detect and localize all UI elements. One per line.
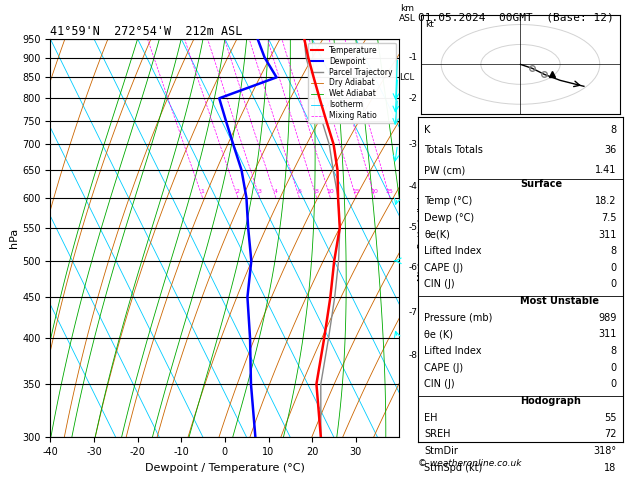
Text: 989: 989	[598, 313, 616, 323]
Text: CAPE (J): CAPE (J)	[425, 262, 464, 273]
Text: km
ASL: km ASL	[399, 3, 416, 23]
Text: 3: 3	[258, 189, 262, 194]
Text: -8: -8	[409, 351, 418, 360]
Text: 8: 8	[611, 346, 616, 356]
Text: 7.5: 7.5	[601, 213, 616, 223]
Text: -6: -6	[409, 263, 418, 272]
Text: PW (cm): PW (cm)	[425, 165, 465, 175]
Text: 2: 2	[236, 189, 240, 194]
Text: -3: -3	[409, 140, 418, 149]
Text: Lifted Index: Lifted Index	[425, 246, 482, 256]
Text: Hodograph: Hodograph	[521, 396, 581, 406]
Text: -2: -2	[409, 94, 418, 103]
Text: 10: 10	[326, 189, 334, 194]
Text: SREH: SREH	[425, 430, 451, 439]
Text: Lifted Index: Lifted Index	[425, 346, 482, 356]
Text: 311: 311	[598, 330, 616, 340]
Text: 311: 311	[598, 229, 616, 240]
Text: 18.2: 18.2	[595, 196, 616, 207]
Legend: Temperature, Dewpoint, Parcel Trajectory, Dry Adiabat, Wet Adiabat, Isotherm, Mi: Temperature, Dewpoint, Parcel Trajectory…	[308, 43, 396, 123]
Text: CIN (J): CIN (J)	[425, 279, 455, 289]
Text: 0: 0	[611, 363, 616, 373]
Text: 0: 0	[611, 262, 616, 273]
Text: 20: 20	[371, 189, 379, 194]
Text: 55: 55	[604, 413, 616, 423]
Text: Most Unstable: Most Unstable	[521, 296, 599, 306]
Text: 41°59'N  272°54'W  212m ASL: 41°59'N 272°54'W 212m ASL	[50, 25, 243, 38]
Text: θe(K): θe(K)	[425, 229, 450, 240]
Text: -7: -7	[409, 309, 418, 317]
Text: 0: 0	[611, 279, 616, 289]
Text: CIN (J): CIN (J)	[425, 379, 455, 389]
Text: -5: -5	[409, 224, 418, 232]
Text: Surface: Surface	[521, 179, 562, 189]
Text: 8: 8	[314, 189, 318, 194]
Text: 72: 72	[604, 430, 616, 439]
Text: StmSpd (kt): StmSpd (kt)	[425, 463, 482, 472]
Text: 318°: 318°	[593, 446, 616, 456]
Text: 8: 8	[611, 125, 616, 135]
Text: 8: 8	[611, 246, 616, 256]
Text: 36: 36	[604, 145, 616, 155]
Text: LCL: LCL	[399, 73, 415, 82]
Text: 15: 15	[352, 189, 360, 194]
Text: 01.05.2024  00GMT  (Base: 12): 01.05.2024 00GMT (Base: 12)	[418, 12, 614, 22]
Text: Totals Totals: Totals Totals	[425, 145, 483, 155]
Text: 1.41: 1.41	[595, 165, 616, 175]
Text: Dewp (°C): Dewp (°C)	[425, 213, 474, 223]
Text: 6: 6	[298, 189, 301, 194]
Y-axis label: hPa: hPa	[9, 228, 19, 248]
Text: StmDir: StmDir	[425, 446, 459, 456]
X-axis label: Dewpoint / Temperature (°C): Dewpoint / Temperature (°C)	[145, 463, 305, 473]
Text: Temp (°C): Temp (°C)	[425, 196, 472, 207]
Text: EH: EH	[425, 413, 438, 423]
Text: 25: 25	[386, 189, 394, 194]
Text: 18: 18	[604, 463, 616, 472]
Text: -4: -4	[409, 182, 418, 191]
Text: © weatheronline.co.uk: © weatheronline.co.uk	[418, 459, 522, 469]
Text: -1: -1	[409, 53, 418, 62]
Text: 0: 0	[611, 379, 616, 389]
Text: 1: 1	[201, 189, 204, 194]
Text: kt: kt	[425, 19, 434, 29]
Text: θe (K): θe (K)	[425, 330, 454, 340]
Text: K: K	[425, 125, 431, 135]
Text: Mixing Ratio (g/kg): Mixing Ratio (g/kg)	[418, 195, 426, 281]
Text: 4: 4	[274, 189, 278, 194]
Text: CAPE (J): CAPE (J)	[425, 363, 464, 373]
Text: Pressure (mb): Pressure (mb)	[425, 313, 493, 323]
